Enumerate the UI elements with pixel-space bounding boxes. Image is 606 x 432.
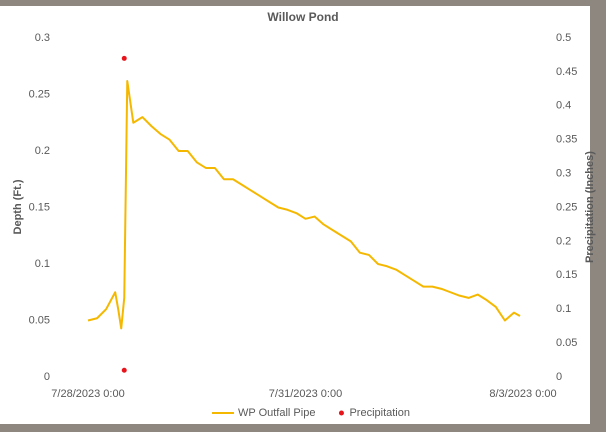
- chart-panel: [0, 6, 590, 424]
- legend-label: WP Outfall Pipe: [238, 407, 315, 419]
- y2-tick-label: 0.15: [556, 269, 577, 281]
- y2-tick-label: 0.5: [556, 32, 571, 44]
- y2-tick-label: 0.1: [556, 303, 571, 315]
- chart-title: Willow Pond: [267, 10, 338, 24]
- x-tick-label: 7/31/2023 0:00: [269, 388, 342, 400]
- y2-tick-label: 0: [556, 371, 562, 383]
- y2-tick-label: 0.05: [556, 337, 577, 349]
- y-tick-label: 0.05: [29, 314, 50, 326]
- x-tick-label: 7/28/2023 0:00: [51, 388, 124, 400]
- legend-label: Precipitation: [349, 407, 410, 419]
- y-tick-label: 0.25: [29, 88, 50, 100]
- data-point: [121, 367, 127, 373]
- y-axis-label: Depth (Ft.): [12, 179, 24, 234]
- y2-tick-label: 0.35: [556, 134, 577, 146]
- y-tick-label: 0.3: [35, 32, 50, 44]
- y-tick-label: 0.15: [29, 201, 50, 213]
- y2-tick-label: 0.2: [556, 235, 571, 247]
- x-tick-label: 8/3/2023 0:00: [489, 388, 556, 400]
- y2-tick-label: 0.25: [556, 201, 577, 213]
- data-point: [121, 55, 127, 61]
- y-tick-label: 0.2: [35, 145, 50, 157]
- y2-tick-label: 0.3: [556, 168, 571, 180]
- y-tick-label: 0: [44, 371, 50, 383]
- y2-tick-label: 0.4: [556, 100, 571, 112]
- y-tick-label: 0.1: [35, 258, 50, 270]
- legend-swatch: [338, 410, 344, 416]
- y2-axis-label: Precipitation (Inches): [584, 151, 596, 263]
- y2-tick-label: 0.45: [556, 66, 577, 78]
- data-line: [87, 79, 521, 330]
